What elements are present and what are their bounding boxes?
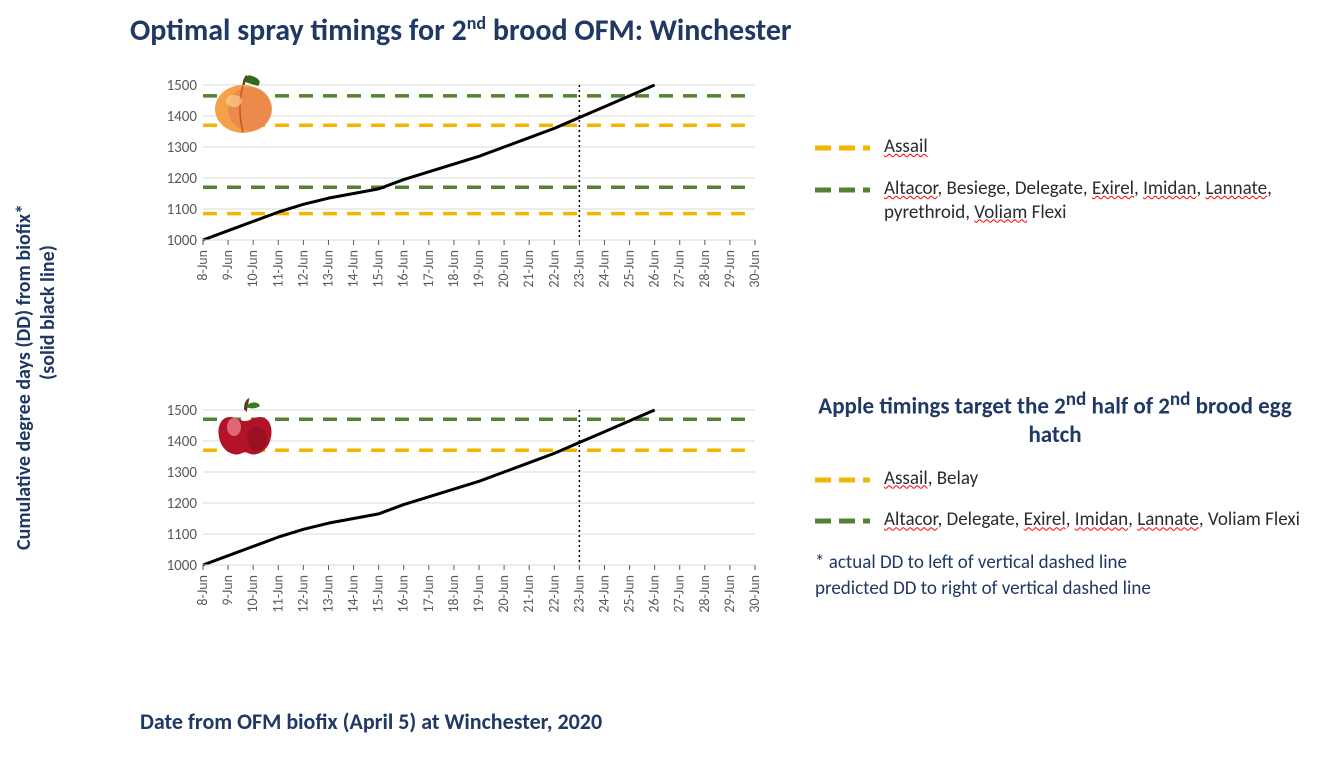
svg-text:1300: 1300 (167, 139, 198, 157)
legend-text: Altacor, Besiege, Delegate, Exirel, Imid… (884, 177, 1314, 225)
svg-text:27-Jun: 27-Jun (671, 250, 688, 288)
svg-text:15-Jun: 15-Jun (370, 575, 387, 613)
svg-text:13-Jun: 13-Jun (319, 250, 336, 288)
svg-text:14-Jun: 14-Jun (345, 575, 362, 613)
svg-text:21-Jun: 21-Jun (520, 250, 537, 288)
svg-text:1000: 1000 (167, 557, 198, 575)
svg-text:26-Jun: 26-Jun (646, 575, 663, 613)
svg-text:1200: 1200 (167, 495, 198, 513)
svg-text:10-Jun: 10-Jun (244, 250, 261, 288)
svg-text:1500: 1500 (167, 402, 198, 420)
chart-apple: 1000 1100 1200 1300 1400 1500 8-Jun 9-Jun 10-Jun… (155, 405, 765, 620)
svg-text:29-Jun: 29-Jun (721, 250, 738, 288)
legend-row: Altacor, Besiege, Delegate, Exirel, Imid… (815, 177, 1314, 225)
svg-text:23-Jun: 23-Jun (570, 575, 587, 613)
svg-text:30-Jun: 30-Jun (746, 250, 763, 288)
peach-icon (210, 74, 280, 134)
svg-text:16-Jun: 16-Jun (395, 575, 412, 613)
svg-text:19-Jun: 19-Jun (470, 575, 487, 613)
svg-text:9-Jun: 9-Jun (219, 250, 236, 281)
legend-text: Assail, Belay (884, 467, 978, 491)
svg-text:17-Jun: 17-Jun (420, 575, 437, 613)
legend-text: Assail (884, 135, 928, 159)
svg-text:21-Jun: 21-Jun (520, 575, 537, 613)
svg-text:24-Jun: 24-Jun (595, 250, 612, 288)
svg-text:28-Jun: 28-Jun (696, 250, 713, 288)
svg-text:29-Jun: 29-Jun (721, 575, 738, 613)
svg-text:30-Jun: 30-Jun (746, 575, 763, 613)
svg-text:11-Jun: 11-Jun (269, 250, 286, 288)
svg-text:8-Jun: 8-Jun (194, 250, 211, 281)
legend-row: Assail (815, 135, 1314, 159)
apple-heading: Apple timings target the 2nd half of 2nd… (815, 388, 1295, 449)
legend-apple-block: Apple timings target the 2nd half of 2nd… (815, 388, 1300, 601)
svg-text:1400: 1400 (167, 108, 198, 126)
svg-text:22-Jun: 22-Jun (545, 575, 562, 613)
legend-row: Assail, Belay (815, 467, 1300, 491)
svg-text:19-Jun: 19-Jun (470, 250, 487, 288)
svg-text:24-Jun: 24-Jun (595, 575, 612, 613)
footnote: * actual DD to left of vertical dashed l… (815, 550, 1300, 601)
svg-text:1500: 1500 (167, 77, 198, 95)
svg-text:25-Jun: 25-Jun (621, 250, 638, 288)
x-axis-label: Date from OFM biofix (April 5) at Winche… (140, 708, 602, 735)
svg-text:20-Jun: 20-Jun (495, 575, 512, 613)
svg-text:16-Jun: 16-Jun (395, 250, 412, 288)
chart-peach: 1000 1100 1200 1300 1400 1500 8-Jun 9-Jun 10-Jun… (155, 80, 765, 295)
svg-text:25-Jun: 25-Jun (621, 575, 638, 613)
legend-peach: Assail Altacor, Besiege, Delegate, Exirel… (815, 135, 1314, 242)
svg-text:22-Jun: 22-Jun (545, 250, 562, 288)
legend-row: Altacor, Delegate, Exirel, Imidan, Lanna… (815, 508, 1300, 532)
svg-text:12-Jun: 12-Jun (294, 250, 311, 288)
svg-text:8-Jun: 8-Jun (194, 575, 211, 606)
svg-text:18-Jun: 18-Jun (445, 250, 462, 288)
svg-text:12-Jun: 12-Jun (294, 575, 311, 613)
svg-text:17-Jun: 17-Jun (420, 250, 437, 288)
page: Optimal spray timings for 2nd brood OFM:… (0, 0, 1337, 757)
svg-text:23-Jun: 23-Jun (570, 250, 587, 288)
svg-text:11-Jun: 11-Jun (269, 575, 286, 613)
svg-text:1300: 1300 (167, 464, 198, 482)
svg-text:1000: 1000 (167, 232, 198, 250)
legend-text: Altacor, Delegate, Exirel, Imidan, Lanna… (884, 508, 1300, 532)
svg-text:10-Jun: 10-Jun (244, 575, 261, 613)
svg-text:9-Jun: 9-Jun (219, 575, 236, 606)
svg-text:13-Jun: 13-Jun (319, 575, 336, 613)
svg-text:14-Jun: 14-Jun (345, 250, 362, 288)
page-title: Optimal spray timings for 2nd brood OFM:… (130, 12, 792, 49)
svg-text:20-Jun: 20-Jun (495, 250, 512, 288)
svg-text:1100: 1100 (167, 201, 198, 219)
svg-text:1200: 1200 (167, 170, 198, 188)
svg-text:18-Jun: 18-Jun (445, 575, 462, 613)
svg-text:28-Jun: 28-Jun (696, 575, 713, 613)
apple-icon (210, 399, 280, 459)
svg-text:1100: 1100 (167, 526, 198, 544)
svg-text:15-Jun: 15-Jun (370, 250, 387, 288)
svg-text:27-Jun: 27-Jun (671, 575, 688, 613)
svg-text:26-Jun: 26-Jun (646, 250, 663, 288)
svg-text:1400: 1400 (167, 433, 198, 451)
